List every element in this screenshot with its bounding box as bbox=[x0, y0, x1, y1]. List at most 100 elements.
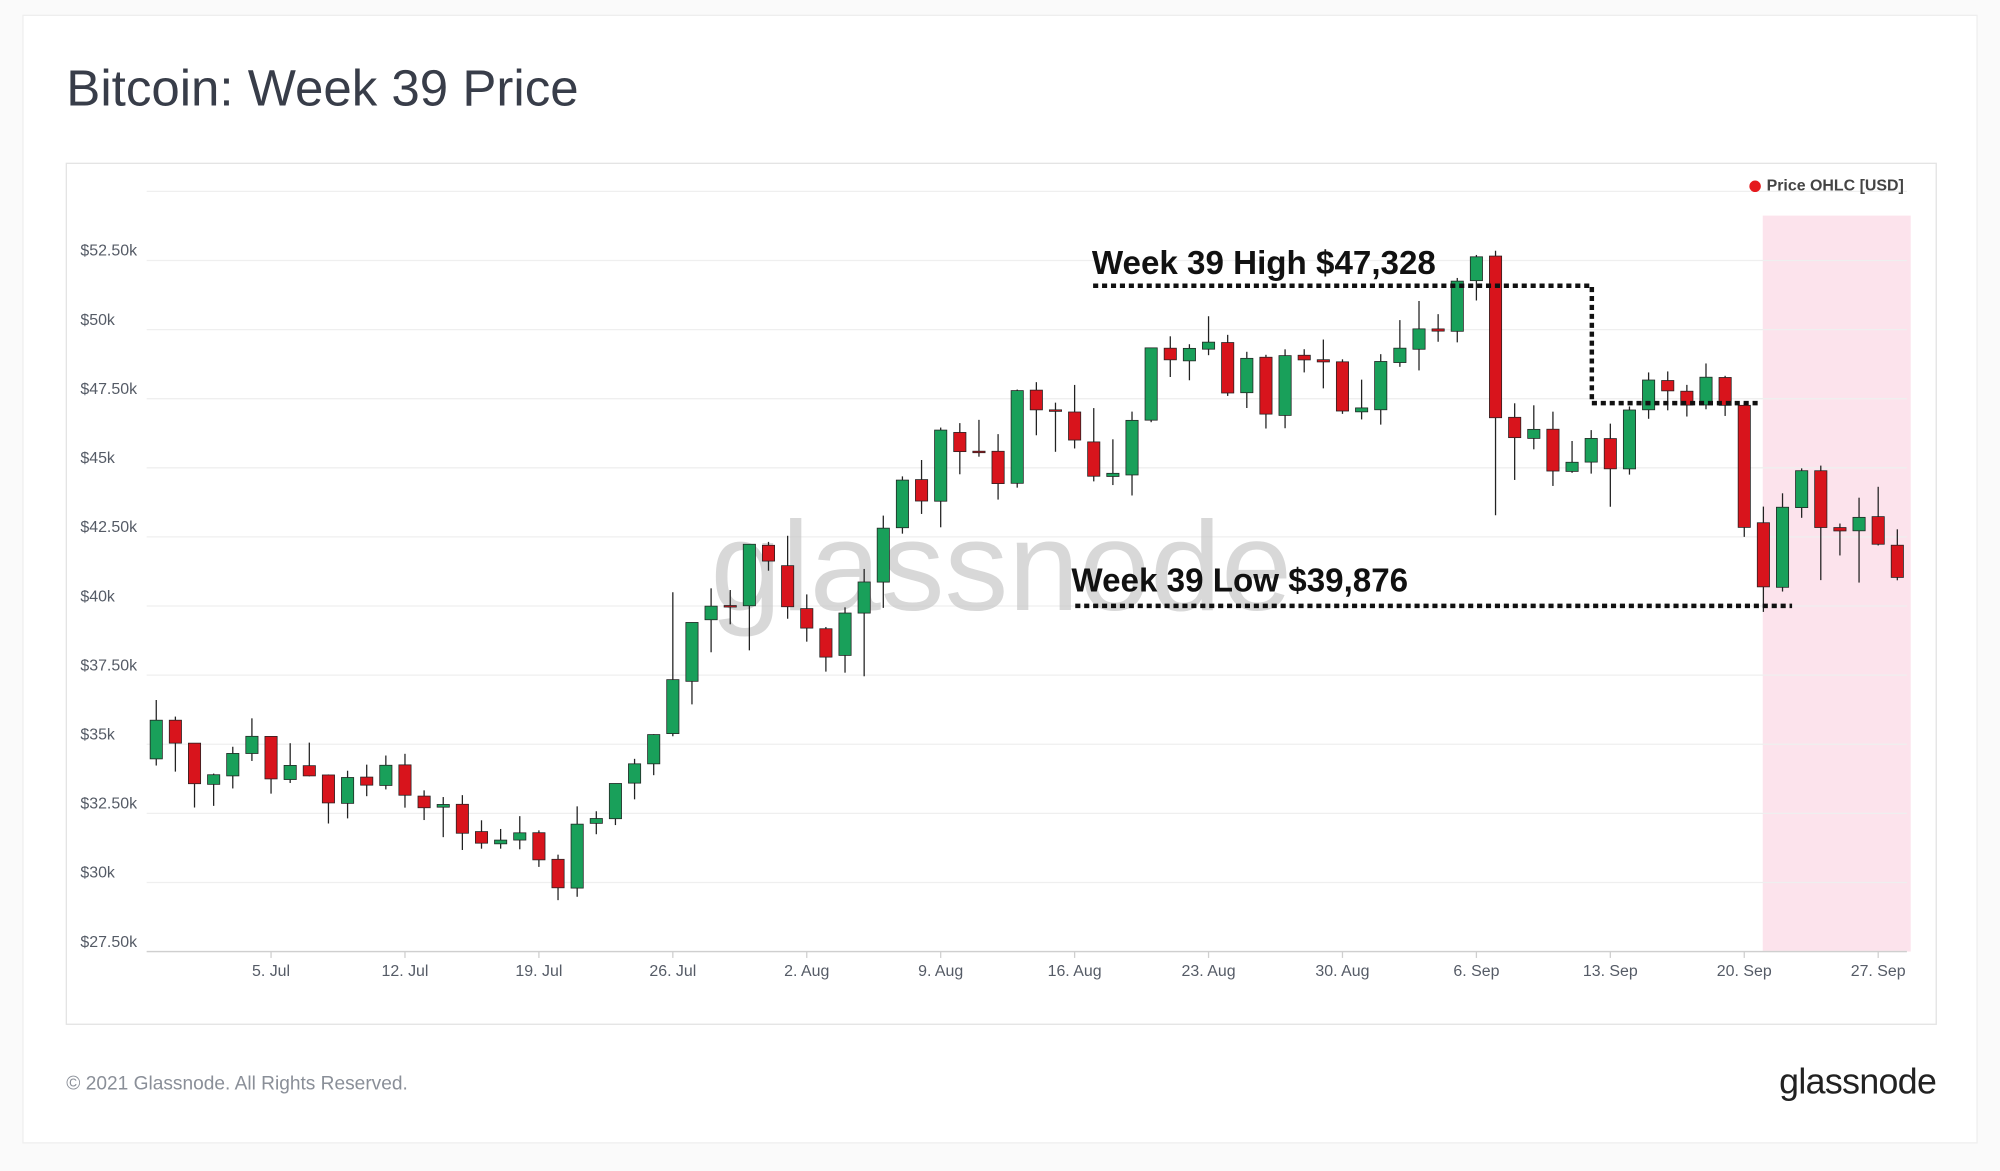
footer: © 2021 Glassnode. All Rights Reserved. bbox=[66, 1073, 408, 1094]
candle-body bbox=[1048, 409, 1062, 412]
y-tick-label: $32.50k bbox=[80, 796, 137, 813]
y-tick-label: $50k bbox=[80, 312, 115, 329]
candle-body bbox=[1355, 407, 1369, 413]
candle-body bbox=[1125, 419, 1139, 476]
candle-body bbox=[1029, 389, 1043, 411]
candle-body bbox=[321, 774, 335, 804]
candle-body bbox=[1412, 328, 1426, 350]
candle-body bbox=[1182, 347, 1196, 362]
candle-body bbox=[532, 832, 546, 861]
candle-body bbox=[302, 765, 316, 777]
x-axis-labels: 5. Jul 12. Jul 19. Jul 26. Jul 2. Aug 9. Aug 1… bbox=[252, 951, 1906, 980]
annotation-high: Week 39 High $47,328 bbox=[1092, 245, 1436, 282]
x-tick-label: 27. Sep bbox=[1851, 963, 1906, 980]
candle-body bbox=[1335, 361, 1349, 412]
candle-body bbox=[1087, 441, 1101, 477]
legend-label[interactable]: Price OHLC [USD] bbox=[1767, 177, 1904, 194]
candle-body bbox=[1776, 506, 1790, 588]
candle-body bbox=[685, 622, 699, 682]
y-tick-label: $40k bbox=[80, 588, 115, 605]
candle-body bbox=[283, 765, 297, 780]
candle-body bbox=[934, 429, 948, 502]
candle-body bbox=[188, 742, 202, 785]
x-tick-label: 19. Jul bbox=[515, 963, 562, 980]
x-tick-label: 23. Aug bbox=[1182, 963, 1236, 980]
candle-body bbox=[1144, 347, 1158, 421]
x-tick-label: 16. Aug bbox=[1048, 963, 1102, 980]
candle-body bbox=[1297, 354, 1311, 361]
y-tick-label: $42.50k bbox=[80, 519, 137, 536]
candle-body bbox=[838, 612, 852, 656]
candle-body bbox=[379, 764, 393, 786]
y-tick-label: $30k bbox=[80, 865, 115, 882]
candle-body bbox=[1756, 522, 1770, 588]
candle-body bbox=[1068, 411, 1082, 441]
candle-body bbox=[1890, 544, 1904, 578]
candle-body bbox=[819, 628, 833, 658]
candle-body bbox=[513, 832, 527, 841]
candle-body bbox=[1316, 359, 1330, 363]
candle-body bbox=[168, 719, 182, 744]
candle-body bbox=[1795, 470, 1809, 508]
candle-body bbox=[1393, 347, 1407, 363]
candle-body bbox=[1718, 377, 1732, 406]
x-tick-label: 9. Aug bbox=[918, 963, 963, 980]
candle-body bbox=[494, 839, 508, 845]
x-tick-label: 30. Aug bbox=[1315, 963, 1369, 980]
brand-logo: glassnode bbox=[1779, 1062, 1936, 1102]
candle-body bbox=[226, 753, 240, 777]
candle-body bbox=[1565, 461, 1579, 472]
candle-body bbox=[551, 858, 565, 889]
candle-body bbox=[207, 774, 221, 785]
candle-body bbox=[245, 735, 259, 754]
candle-body bbox=[1814, 470, 1828, 528]
y-tick-label: $35k bbox=[80, 727, 115, 744]
candle-body bbox=[1833, 527, 1847, 532]
candle-body bbox=[1737, 404, 1751, 528]
chart-title: Bitcoin: Week 39 Price bbox=[66, 59, 578, 116]
candle-body bbox=[1240, 357, 1254, 394]
candle-body bbox=[1508, 416, 1522, 439]
candle-body bbox=[149, 719, 163, 760]
x-tick-label: 13. Sep bbox=[1583, 963, 1638, 980]
candle-body bbox=[1278, 355, 1292, 416]
annotation-high-line bbox=[1093, 283, 1761, 406]
candle-body bbox=[1622, 409, 1636, 470]
candle-body bbox=[341, 777, 355, 804]
candle-body bbox=[1010, 390, 1024, 484]
candle-body bbox=[1699, 376, 1713, 406]
candle-body bbox=[628, 763, 642, 784]
candle-body bbox=[781, 565, 795, 608]
candle-body bbox=[1259, 356, 1273, 415]
candle-body bbox=[723, 605, 737, 608]
candle-body bbox=[666, 679, 680, 734]
candle-body bbox=[475, 831, 489, 844]
candle-body bbox=[417, 795, 431, 809]
candle-body bbox=[570, 823, 584, 889]
candle-body bbox=[1584, 438, 1598, 463]
candle-body bbox=[761, 544, 776, 562]
candle-body bbox=[857, 581, 871, 614]
candle-body bbox=[1546, 428, 1560, 472]
candle-body bbox=[608, 783, 622, 820]
candle-body bbox=[436, 804, 450, 808]
candle-body bbox=[742, 543, 756, 607]
x-tick-label: 20. Sep bbox=[1717, 963, 1772, 980]
y-tick-label: $45k bbox=[80, 450, 115, 467]
y-tick-label: $52.50k bbox=[80, 243, 137, 260]
candle-body bbox=[704, 605, 718, 621]
candle-body bbox=[1221, 342, 1235, 394]
x-tick-label: 2. Aug bbox=[784, 963, 829, 980]
candle-body bbox=[1489, 255, 1503, 419]
candle-body bbox=[589, 818, 603, 824]
candle-body bbox=[991, 450, 1005, 485]
candle-body bbox=[953, 432, 967, 453]
candle-body bbox=[1642, 379, 1656, 411]
candle-body bbox=[1202, 341, 1216, 350]
candle-body bbox=[1469, 256, 1483, 282]
y-tick-label: $37.50k bbox=[80, 657, 137, 674]
y-tick-label: $27.50k bbox=[80, 934, 137, 951]
candle-body bbox=[1852, 516, 1866, 532]
